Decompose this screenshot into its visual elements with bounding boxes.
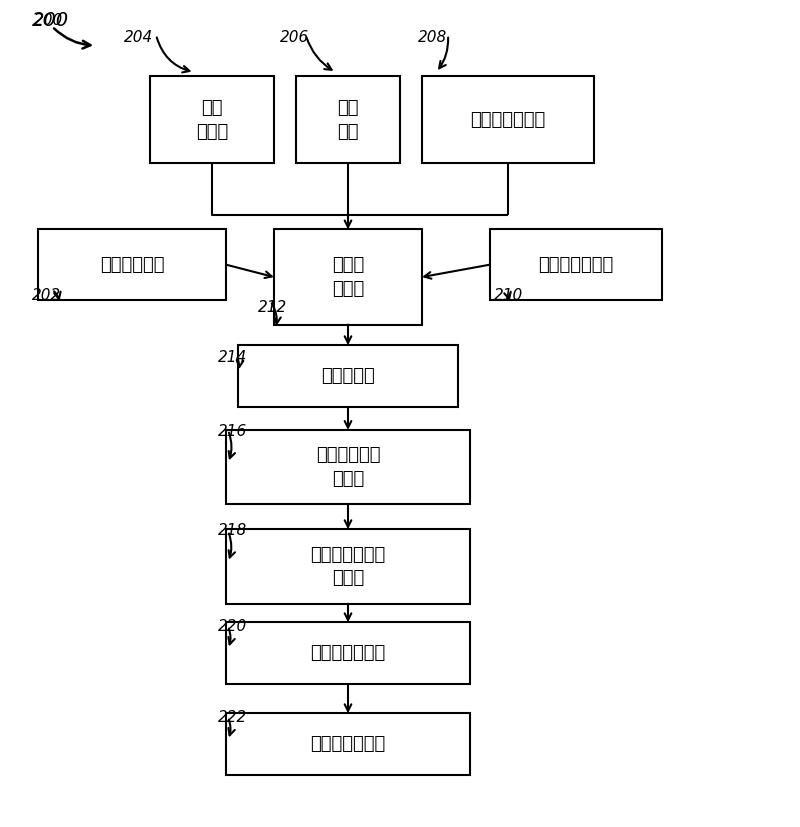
Text: 混合这
些材料: 混合这 些材料 <box>332 256 364 298</box>
Bar <box>226 713 470 776</box>
Bar <box>150 77 274 164</box>
Bar <box>38 229 226 299</box>
Bar <box>274 229 422 324</box>
Bar <box>226 529 470 604</box>
Text: 216: 216 <box>218 424 247 439</box>
Text: 200: 200 <box>34 13 63 28</box>
Text: 218: 218 <box>218 523 247 538</box>
Text: 筛选以控制颗
粒大小: 筛选以控制颗 粒大小 <box>316 447 380 488</box>
Text: 加入外部润滑剂: 加入外部润滑剂 <box>470 111 546 129</box>
Text: 使溶剂蒸发: 使溶剂蒸发 <box>321 367 375 385</box>
Text: 200: 200 <box>32 12 69 30</box>
Text: 208: 208 <box>418 30 447 45</box>
Text: 模制以形成通量
集中器: 模制以形成通量 集中器 <box>310 546 386 587</box>
Text: 弹出通量集中器: 弹出通量集中器 <box>310 644 386 662</box>
Text: 加入
粘结剂: 加入 粘结剂 <box>196 99 228 141</box>
Text: 加入内部润滑剂: 加入内部润滑剂 <box>538 256 614 274</box>
Text: 222: 222 <box>218 710 247 724</box>
Text: 220: 220 <box>218 619 247 633</box>
Bar <box>490 229 662 299</box>
Text: 212: 212 <box>258 300 287 315</box>
Text: 固化通量集中器: 固化通量集中器 <box>310 735 386 753</box>
Bar <box>422 77 594 164</box>
Bar <box>226 622 470 685</box>
Bar <box>296 77 400 164</box>
Bar <box>226 430 470 504</box>
Text: 210: 210 <box>494 288 523 303</box>
Bar <box>238 346 458 407</box>
Text: 214: 214 <box>218 350 247 365</box>
Text: 加入软磁粉末: 加入软磁粉末 <box>100 256 164 274</box>
Text: 加入
溶剂: 加入 溶剂 <box>338 99 358 141</box>
Text: 202: 202 <box>32 288 62 303</box>
Text: 204: 204 <box>124 30 154 45</box>
Text: 206: 206 <box>280 30 310 45</box>
